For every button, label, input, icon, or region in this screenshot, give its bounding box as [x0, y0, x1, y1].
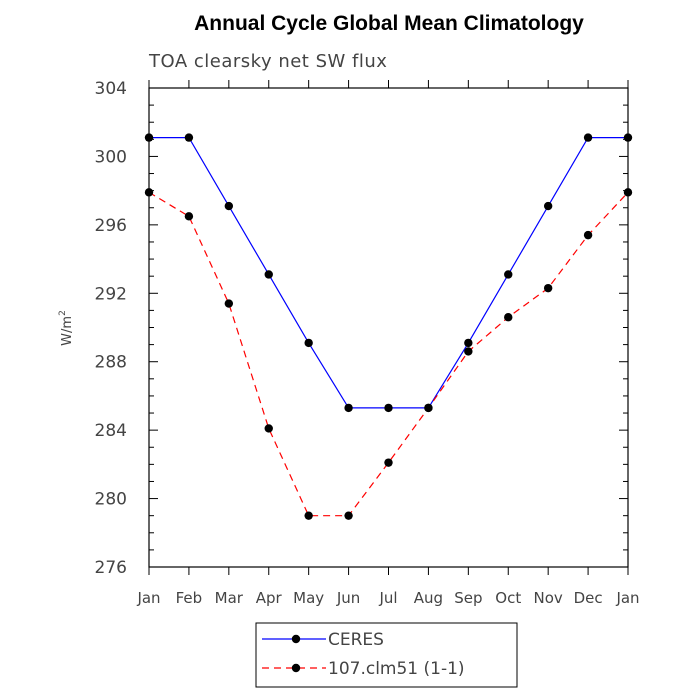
x-tick-label: Sep [454, 589, 482, 607]
chart-subtitle: TOA clearsky net SW flux [148, 51, 387, 72]
y-tick-label: 280 [95, 490, 127, 510]
x-tick-label: Jul [378, 589, 397, 607]
series-line-1 [149, 137, 628, 409]
data-point [264, 424, 273, 433]
plot-frame [148, 87, 629, 568]
data-point [384, 403, 393, 413]
data-point [583, 230, 593, 240]
x-tick-label: Nov [534, 589, 563, 607]
data-point [623, 133, 633, 142]
legend-entry-1: CERES [328, 630, 384, 650]
data-point [543, 283, 553, 293]
data-point [184, 133, 194, 142]
data-point [344, 511, 353, 520]
legend: CERES 107.clm51 (1-1) [255, 622, 518, 688]
y-tick-label: 304 [95, 79, 127, 99]
data-point [304, 511, 313, 520]
x-tick-label: Feb [176, 589, 203, 607]
data-point [264, 270, 273, 279]
data-point [144, 188, 154, 197]
plot-area: 276 280 284 288 292 296 300 304 Jan Feb Mar Apr May J… [95, 79, 640, 607]
x-tick-label: Jan [615, 589, 639, 607]
series-layer [144, 133, 633, 520]
x-tick-label: Dec [574, 589, 603, 607]
data-point [384, 458, 393, 467]
x-tick-label: Oct [495, 589, 521, 607]
y-tick-label: 284 [95, 421, 127, 441]
data-point [304, 338, 313, 348]
x-tick-label: Jun [336, 589, 360, 607]
y-axis-label-text: W/m [60, 316, 75, 346]
chart-title: Annual Cycle Global Mean Climatology [194, 12, 584, 35]
data-point [543, 201, 553, 211]
data-point [504, 313, 513, 322]
x-tick-label: Apr [256, 589, 283, 607]
data-point [224, 201, 234, 211]
data-point [224, 299, 234, 308]
data-point [464, 338, 473, 348]
series-line-2 [148, 191, 629, 517]
data-point [504, 270, 513, 279]
y-axis-label-sup: 2 [58, 310, 68, 316]
data-point [144, 133, 154, 142]
y-tick-label: 296 [95, 216, 127, 236]
legend-entry-2: 107.clm51 (1-1) [328, 659, 465, 679]
data-point [424, 403, 433, 413]
x-tick-label: Aug [414, 589, 443, 607]
y-axis-label: W/m2 [58, 310, 75, 346]
legend-marker-1 [291, 634, 301, 644]
data-point [344, 403, 353, 413]
legend-box [255, 622, 518, 688]
data-point [464, 347, 473, 356]
y-tick-label: 276 [95, 558, 127, 578]
x-tick-label: Mar [215, 589, 244, 607]
legend-marker-2 [291, 663, 301, 673]
y-tick-label: 300 [95, 147, 127, 167]
data-point [583, 133, 593, 142]
data-point [184, 212, 194, 221]
x-tick-label: Jan [136, 589, 160, 607]
data-point [623, 188, 633, 197]
x-tick-label: May [293, 589, 324, 607]
y-tick-label: 288 [95, 353, 127, 373]
svg-text:W/m2: W/m2 [58, 310, 75, 346]
y-tick-label: 292 [95, 284, 127, 304]
